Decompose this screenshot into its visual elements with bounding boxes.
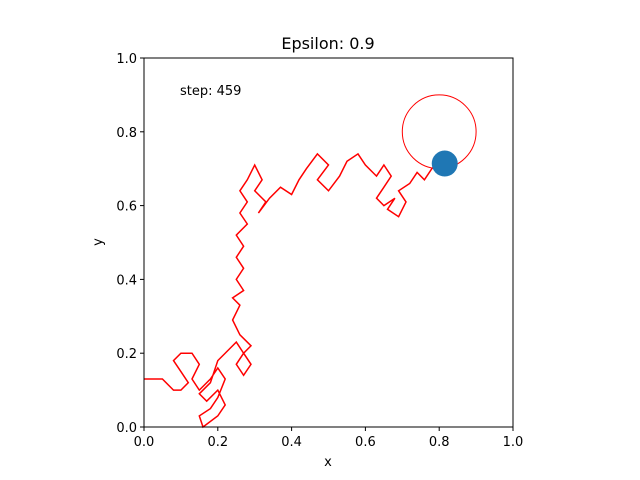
y-tick-label: 0.4	[116, 273, 137, 288]
x-tick-label: 0.4	[281, 435, 302, 450]
x-tick-label: 0.0	[134, 435, 155, 450]
x-tick-label: 0.8	[429, 435, 450, 450]
trajectory-line-0	[144, 152, 440, 429]
agent-marker	[431, 150, 458, 177]
y-tick-label: 0.6	[116, 200, 137, 215]
x-axis-label: x	[324, 455, 332, 470]
y-axis: 0.0 0.2 0.4 0.6 0.8 1.0	[116, 52, 144, 436]
y-tick-label: 0.8	[116, 126, 137, 141]
plot-area	[144, 94, 477, 429]
y-axis-label: y	[91, 238, 106, 246]
y-tick-label: 1.0	[116, 52, 137, 67]
chart-title: Epsilon: 0.9	[281, 34, 374, 53]
step-annotation: step: 459	[180, 84, 241, 99]
x-tick-label: 0.6	[355, 435, 376, 450]
x-tick-label: 0.2	[207, 435, 228, 450]
y-tick-label: 0.0	[116, 421, 137, 436]
x-tick-label: 1.0	[503, 435, 524, 450]
y-tick-label: 0.2	[116, 347, 137, 362]
x-axis: 0.0 0.2 0.4 0.6 0.8 1.0	[134, 427, 524, 450]
plot-frame	[143, 57, 514, 428]
